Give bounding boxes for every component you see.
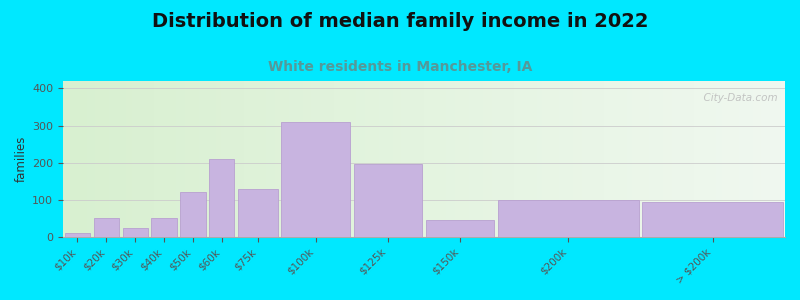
Bar bbox=[354, 164, 422, 237]
Bar bbox=[94, 218, 119, 237]
Bar bbox=[426, 220, 494, 237]
Y-axis label: families: families bbox=[15, 136, 28, 182]
Text: City-Data.com: City-Data.com bbox=[697, 94, 778, 103]
Bar bbox=[122, 228, 148, 237]
Bar bbox=[642, 202, 783, 237]
Text: Distribution of median family income in 2022: Distribution of median family income in … bbox=[152, 12, 648, 31]
Bar bbox=[498, 200, 638, 237]
Bar bbox=[151, 218, 177, 237]
Bar bbox=[282, 122, 350, 237]
Bar bbox=[210, 159, 234, 237]
Text: White residents in Manchester, IA: White residents in Manchester, IA bbox=[268, 60, 532, 74]
Bar bbox=[180, 192, 206, 237]
Bar bbox=[238, 189, 278, 237]
Bar bbox=[65, 233, 90, 237]
